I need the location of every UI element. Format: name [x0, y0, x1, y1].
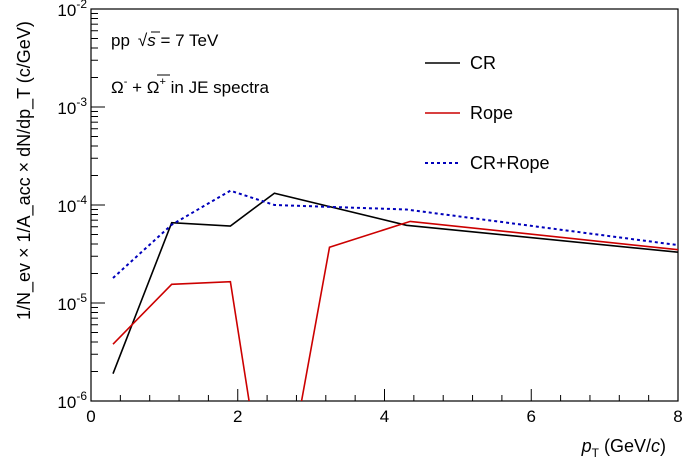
- y-tick-label-exponent: -3: [76, 95, 87, 109]
- legend-label: CR: [470, 53, 496, 73]
- annotation-energy-prefix: pp: [111, 31, 130, 50]
- x-axis-title-sub: T: [592, 446, 600, 460]
- annotation-energy-var: s: [147, 31, 156, 50]
- y-tick-label-base: 10: [57, 1, 76, 20]
- y-tick-label: 10-2: [57, 0, 87, 20]
- series-line-rope: [112, 220, 678, 401]
- axis-ticks: [90, 8, 679, 402]
- y-tick-labels: 10-610-510-410-310-2: [57, 0, 87, 412]
- annotation-energy-value: = 7 TeV: [156, 31, 219, 50]
- x-axis-title-unit-suffix: ): [660, 436, 666, 456]
- legend-label: Rope: [470, 103, 513, 123]
- series-line-cr-rope: [112, 189, 678, 279]
- x-axis-title-unit-var: c: [651, 436, 660, 456]
- sqrt-symbol: √: [138, 31, 148, 50]
- y-tick-label-base: 10: [57, 99, 76, 118]
- y-tick-label: 10-4: [57, 193, 87, 216]
- y-tick-label-base: 10: [57, 393, 76, 412]
- y-tick-label: 10-3: [57, 95, 87, 118]
- y-tick-label-exponent: -4: [76, 193, 87, 207]
- annotation-particle: Ω- + Ω+ in JE spectra: [111, 76, 269, 97]
- x-axis-title-main: p: [581, 436, 592, 456]
- annotation-plus-sup: +: [159, 76, 165, 88]
- annotation-energy: pp √s = 7 TeV: [111, 31, 219, 50]
- annotation-suffix: in JE spectra: [166, 78, 270, 97]
- series-line-cr: [112, 192, 678, 374]
- annotation-plus-sign: +: [127, 78, 146, 97]
- y-tick-label: 10-5: [57, 291, 87, 314]
- y-axis-title: 1/N_ev × 1/A_acc × dN/dp_T (c/GeV): [14, 21, 35, 320]
- y-tick-label: 10-6: [57, 389, 87, 412]
- legend: CR Rope CR+Rope: [425, 53, 550, 173]
- y-tick-label-base: 10: [57, 295, 76, 314]
- x-tick-labels: 0 2 4 6 8: [86, 407, 682, 426]
- x-tick-label: 6: [527, 407, 536, 426]
- y-tick-label-exponent: -6: [76, 389, 87, 403]
- legend-label: CR+Rope: [470, 153, 550, 173]
- x-tick-label: 8: [673, 407, 682, 426]
- y-tick-label-exponent: -5: [76, 291, 87, 305]
- x-axis-title-unit-prefix: (GeV/: [599, 436, 651, 456]
- y-tick-label-base: 10: [57, 197, 76, 216]
- annotation-omega-2: Ω: [147, 78, 160, 97]
- x-tick-label: 0: [86, 407, 95, 426]
- x-axis-title: pT (GeV/c): [581, 436, 666, 460]
- annotation-omega-1: Ω: [111, 78, 124, 97]
- plot-frame: [90, 8, 679, 402]
- x-tick-label: 4: [380, 407, 389, 426]
- y-tick-label-exponent: -2: [76, 0, 87, 11]
- x-tick-label: 2: [233, 407, 242, 426]
- annotation-minus-sup: -: [124, 76, 128, 88]
- series-layer: [112, 189, 678, 401]
